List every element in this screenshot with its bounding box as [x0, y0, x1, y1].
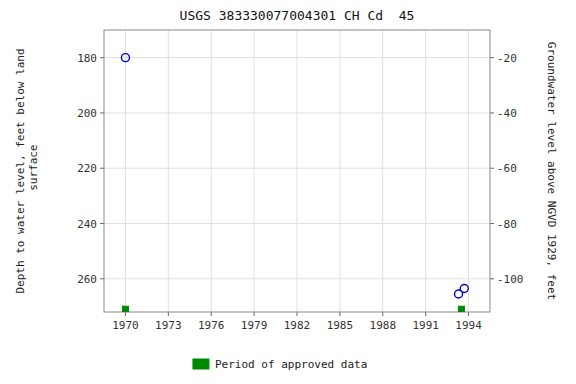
tick-mark	[468, 312, 469, 316]
title: USGS 383330077004301 CH Cd 45	[180, 8, 415, 23]
grid-line	[104, 223, 490, 224]
axis-label-line: Depth to water level, feet below land	[14, 48, 27, 293]
grid-line	[168, 30, 169, 312]
grid-line	[339, 30, 340, 312]
point	[458, 306, 464, 312]
grid-line	[211, 30, 212, 312]
tick-label: 180	[77, 52, 97, 65]
tick-mark	[100, 278, 104, 279]
tick-label: 1982	[284, 319, 311, 332]
tick-mark	[425, 312, 426, 316]
axis-label: Depth to water level, feet below land su…	[14, 48, 40, 293]
axis-label-line: surface	[27, 145, 40, 198]
tick-mark	[211, 312, 212, 316]
tick-mark	[382, 312, 383, 316]
tick-label: 1988	[370, 319, 397, 332]
tick-mark	[490, 57, 494, 58]
grid-line	[468, 30, 469, 312]
tick-mark	[490, 223, 494, 224]
chart: 1970 1973 1976 1979 1982 1985 1988 1991 1994 180 2…	[0, 0, 576, 384]
grid-line	[104, 57, 490, 58]
axes: 1970 1973 1976 1979 1982 1985 1988 1991 1994 180 2…	[77, 30, 523, 332]
tick-label: 1985	[327, 319, 354, 332]
grid-line	[425, 30, 426, 312]
tick-mark	[100, 57, 104, 58]
tick-label: 1970	[112, 319, 139, 332]
tick-label: 1994	[455, 319, 482, 332]
tick-mark	[297, 312, 298, 316]
tick-label: -100	[497, 273, 524, 286]
grid-line	[104, 112, 490, 113]
tick-mark	[490, 168, 494, 169]
grid-line	[104, 278, 490, 279]
grid-line	[297, 30, 298, 312]
series	[121, 54, 468, 298]
tick-label: -80	[497, 218, 517, 231]
series	[122, 306, 464, 312]
tick-mark	[254, 312, 255, 316]
tick-mark	[100, 168, 104, 169]
grid-line	[382, 30, 383, 312]
chart-container: 1970 1973 1976 1979 1982 1985 1988 1991 1994 180 2…	[0, 0, 576, 384]
grid	[104, 30, 490, 312]
plot-frame	[104, 30, 490, 312]
tick-mark	[125, 312, 126, 316]
tick-label: -20	[497, 52, 517, 65]
point	[121, 54, 129, 62]
tick-mark	[168, 312, 169, 316]
legend-label: Period of approved data	[215, 358, 367, 371]
tick-mark	[339, 312, 340, 316]
axis-label: Groundwater level above NGVD 1929, feet	[545, 42, 558, 300]
tick-mark	[100, 223, 104, 224]
tick-mark	[490, 112, 494, 113]
legend-swatch	[193, 359, 209, 369]
tick-label: -40	[497, 107, 517, 120]
tick-label: 260	[77, 273, 97, 286]
legend: Period of approved data	[193, 358, 367, 371]
tick-label: 200	[77, 107, 97, 120]
tick-label: 240	[77, 218, 97, 231]
marks	[121, 54, 468, 312]
grid-line	[104, 168, 490, 169]
tick-label: 1976	[198, 319, 225, 332]
point	[122, 306, 128, 312]
tick-label: 1979	[241, 319, 268, 332]
grid-line	[125, 30, 126, 312]
tick-mark	[490, 278, 494, 279]
grid-line	[254, 30, 255, 312]
tick-label: 1973	[155, 319, 182, 332]
tick-label: 220	[77, 162, 97, 175]
point	[460, 285, 468, 293]
tick-label: 1991	[412, 319, 439, 332]
tick-label: -60	[497, 162, 517, 175]
background	[0, 0, 576, 384]
tick-mark	[100, 112, 104, 113]
